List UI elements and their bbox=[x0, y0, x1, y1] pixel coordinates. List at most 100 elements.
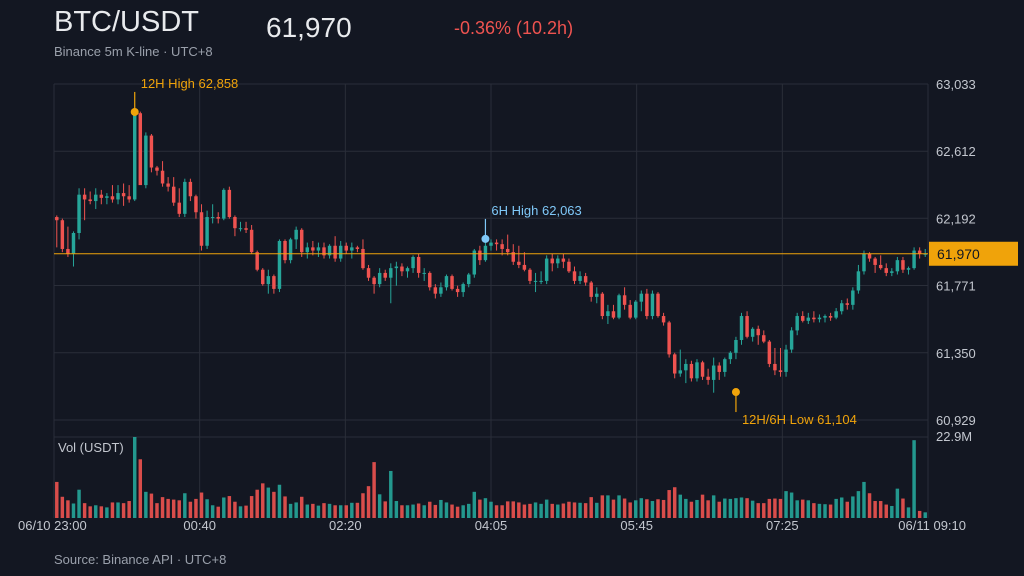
candle-body bbox=[489, 242, 493, 246]
volume-bar bbox=[700, 494, 705, 518]
candle-body bbox=[272, 276, 276, 289]
candle-body bbox=[389, 268, 393, 278]
candle-body bbox=[789, 330, 794, 350]
candle-body bbox=[622, 295, 627, 305]
candle-body bbox=[606, 311, 610, 317]
candle-body bbox=[205, 217, 209, 246]
candle-body bbox=[422, 272, 426, 274]
volume-bar bbox=[132, 437, 137, 518]
volume-bar bbox=[689, 501, 694, 518]
volume-bar bbox=[656, 499, 660, 518]
candle-body bbox=[639, 293, 644, 302]
candle-body bbox=[561, 258, 566, 262]
volume-bar bbox=[600, 495, 605, 518]
volume-bar bbox=[94, 505, 98, 518]
volume-bar bbox=[199, 492, 204, 518]
volume-bar bbox=[327, 503, 332, 518]
candle-body bbox=[433, 287, 438, 294]
volume-bar bbox=[734, 498, 738, 518]
grid-lines: 63,033 62,612 62,192 61,771 61,350 60,929 06/1… bbox=[18, 77, 976, 533]
candle-body bbox=[66, 248, 70, 254]
volume-bar bbox=[773, 498, 777, 518]
source-footer: Source: Binance API · UTC+8 bbox=[54, 552, 227, 567]
candle-body bbox=[327, 245, 332, 256]
time-tick-label: 06/11 09:10 bbox=[898, 518, 966, 533]
volume-bar bbox=[611, 499, 616, 518]
candle-body bbox=[171, 186, 176, 203]
volume-bar bbox=[795, 500, 799, 518]
candle-body bbox=[906, 268, 911, 270]
candle-body bbox=[867, 253, 872, 259]
candle-body bbox=[539, 280, 543, 282]
annotation-6h-high-label: 6H High 62,063 bbox=[491, 203, 581, 218]
volume-bar bbox=[361, 493, 365, 518]
candle-body bbox=[589, 282, 593, 297]
volume-bar bbox=[812, 503, 816, 518]
candle-body bbox=[155, 167, 159, 171]
candle-body bbox=[834, 311, 838, 318]
volume-bar bbox=[717, 501, 721, 518]
volume-bar bbox=[177, 500, 181, 518]
candle-body bbox=[233, 217, 237, 229]
candle-body bbox=[110, 196, 115, 200]
volume-bar bbox=[144, 491, 148, 518]
candle-body bbox=[455, 288, 460, 293]
volume-bar bbox=[784, 491, 788, 518]
volume-bar bbox=[839, 497, 844, 518]
candle-body bbox=[667, 322, 671, 355]
volume-bar bbox=[745, 498, 749, 518]
volume-bar bbox=[99, 506, 104, 518]
volume-bar bbox=[750, 500, 755, 518]
volume-bar bbox=[188, 501, 193, 518]
price-tick-label: 60,929 bbox=[936, 413, 976, 428]
candle-body bbox=[461, 284, 465, 293]
candle-body bbox=[322, 247, 326, 256]
candle-body bbox=[578, 276, 582, 281]
volume-bar bbox=[645, 499, 649, 518]
candle-body bbox=[839, 303, 844, 312]
volume-bar bbox=[583, 503, 588, 518]
volume-bar bbox=[216, 506, 220, 518]
current-price-tag-label: 61,970 bbox=[937, 246, 980, 262]
price-tick-label: 63,033 bbox=[936, 77, 976, 92]
volume-bar bbox=[377, 494, 382, 518]
candle-body bbox=[277, 240, 282, 289]
volume-bar bbox=[834, 498, 838, 518]
volume-bar bbox=[222, 497, 226, 518]
volume-bar bbox=[355, 502, 360, 518]
candle-body bbox=[600, 293, 605, 317]
candle-body bbox=[528, 269, 532, 281]
candle-body bbox=[82, 194, 87, 200]
candle-body bbox=[483, 245, 488, 261]
volume-bar bbox=[505, 501, 510, 518]
volume-bar bbox=[695, 499, 699, 518]
volume-bar bbox=[416, 503, 421, 518]
volume-bar bbox=[338, 505, 343, 518]
volume-bar bbox=[138, 459, 143, 518]
volume-bar bbox=[606, 495, 610, 518]
volume-bar bbox=[288, 503, 293, 518]
current-price: 61,970 bbox=[266, 12, 352, 43]
candle-body bbox=[762, 335, 766, 342]
price-change: -0.36% (10.2h) bbox=[454, 18, 574, 38]
candle-body bbox=[216, 217, 220, 219]
volume-bar bbox=[711, 495, 716, 518]
volume-bar bbox=[110, 502, 115, 518]
candle-body bbox=[294, 229, 298, 240]
price-tick-label: 62,612 bbox=[936, 144, 976, 159]
candle-body bbox=[266, 276, 271, 285]
candle-body bbox=[661, 316, 666, 323]
candle-body bbox=[912, 250, 916, 269]
current-price-tag bbox=[929, 241, 1018, 266]
candle-body bbox=[227, 189, 232, 218]
candle-body bbox=[105, 196, 109, 198]
volume-bar bbox=[678, 494, 682, 518]
candle-body bbox=[650, 293, 655, 317]
candle-body bbox=[366, 268, 371, 278]
volume-bar bbox=[873, 501, 877, 518]
volume-bar bbox=[294, 502, 298, 518]
volume-bar bbox=[155, 503, 159, 518]
candle-body bbox=[305, 247, 310, 253]
volume-bar bbox=[227, 496, 232, 518]
